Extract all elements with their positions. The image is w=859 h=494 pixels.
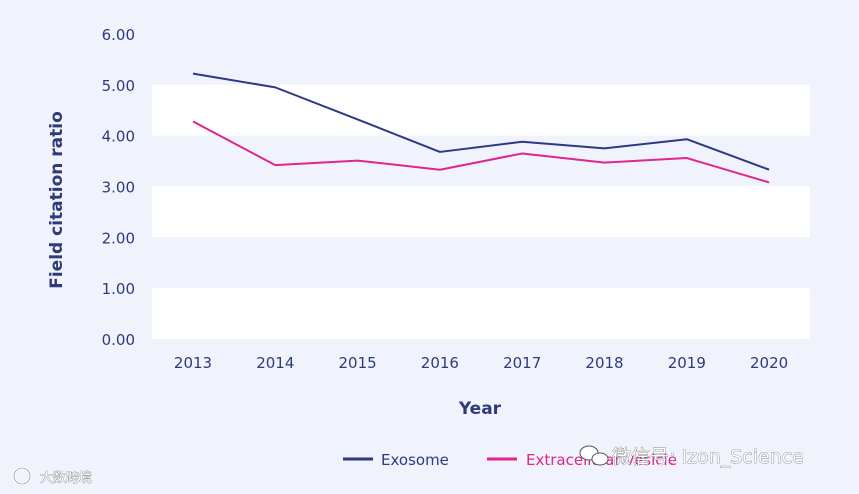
x-tick-label: 2017 <box>503 354 541 372</box>
y-tick-label: 6.00 <box>102 26 135 44</box>
y-tick-label: 1.00 <box>102 280 135 298</box>
grid-band <box>152 84 810 136</box>
x-axis-title: Year <box>458 399 502 419</box>
x-tick-label: 2013 <box>174 354 212 372</box>
watermark-text: 微信号: Izon_Science <box>612 446 804 468</box>
y-axis-title: Field citation ratio <box>47 111 67 289</box>
x-tick-label: 2018 <box>585 354 623 372</box>
wechat-icon <box>579 445 609 466</box>
x-tick-label: 2020 <box>750 354 788 372</box>
grid-bands <box>152 84 810 339</box>
x-axis-ticks: 2013 2014 2015 2016 2017 2018 2019 2020 <box>174 354 788 372</box>
y-axis-ticks: 0.00 1.00 2.00 3.00 4.00 5.00 6.00 <box>102 26 135 349</box>
y-tick-label: 4.00 <box>102 128 135 146</box>
x-tick-label: 2015 <box>339 354 377 372</box>
series-lines <box>192 72 770 184</box>
series-line-extracellular-vesicle <box>192 120 770 184</box>
legend-label: Exosome <box>381 451 449 469</box>
y-tick-label: 0.00 <box>102 331 135 349</box>
logo-icon <box>12 466 32 486</box>
x-tick-label: 2019 <box>668 354 706 372</box>
grid-band <box>152 288 810 339</box>
y-tick-label: 3.00 <box>102 179 135 197</box>
watermark-left: 大数跨境 <box>12 466 92 486</box>
watermark-left-text: 大数跨境 <box>40 471 92 486</box>
x-tick-label: 2016 <box>421 354 459 372</box>
y-tick-label: 2.00 <box>102 229 135 247</box>
series-line-exosome <box>192 72 770 171</box>
watermark-right: 微信号: Izon_Science <box>579 445 804 468</box>
y-tick-label: 5.00 <box>102 77 135 95</box>
grid-band <box>152 186 810 238</box>
x-tick-label: 2014 <box>256 354 294 372</box>
